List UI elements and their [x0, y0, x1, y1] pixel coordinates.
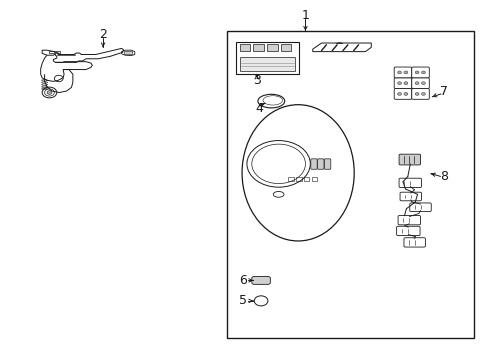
Circle shape — [414, 93, 418, 95]
Circle shape — [403, 82, 407, 85]
Circle shape — [397, 93, 401, 95]
Bar — [266, 44, 277, 51]
Text: 5: 5 — [239, 294, 246, 307]
Circle shape — [397, 71, 401, 74]
FancyBboxPatch shape — [317, 159, 324, 169]
Bar — [296, 177, 301, 181]
Text: 8: 8 — [440, 170, 447, 183]
Circle shape — [403, 93, 407, 95]
FancyBboxPatch shape — [393, 78, 411, 89]
FancyBboxPatch shape — [398, 178, 421, 188]
Text: 6: 6 — [239, 274, 246, 287]
Bar — [235, 42, 299, 74]
Text: 7: 7 — [440, 85, 447, 98]
Circle shape — [421, 71, 425, 74]
Bar — [280, 44, 291, 51]
Bar — [239, 44, 250, 51]
Text: 2: 2 — [99, 28, 107, 41]
FancyBboxPatch shape — [409, 203, 430, 212]
Circle shape — [421, 93, 425, 95]
FancyBboxPatch shape — [393, 89, 411, 99]
FancyBboxPatch shape — [396, 226, 419, 235]
FancyBboxPatch shape — [411, 67, 428, 78]
Text: 3: 3 — [252, 74, 260, 87]
FancyBboxPatch shape — [398, 154, 420, 165]
FancyBboxPatch shape — [411, 89, 428, 99]
Text: 4: 4 — [255, 103, 263, 116]
FancyBboxPatch shape — [324, 159, 330, 169]
Text: 1: 1 — [301, 9, 309, 22]
Circle shape — [397, 82, 401, 85]
FancyBboxPatch shape — [251, 276, 270, 284]
FancyBboxPatch shape — [397, 216, 420, 225]
Circle shape — [403, 71, 407, 74]
Bar — [239, 57, 295, 71]
Polygon shape — [335, 42, 342, 44]
FancyBboxPatch shape — [403, 238, 425, 247]
FancyBboxPatch shape — [393, 67, 411, 78]
Circle shape — [421, 82, 425, 85]
Circle shape — [47, 91, 52, 94]
Bar — [311, 177, 317, 181]
Bar — [304, 177, 309, 181]
Polygon shape — [312, 43, 370, 51]
FancyBboxPatch shape — [310, 159, 317, 169]
Bar — [253, 44, 264, 51]
FancyBboxPatch shape — [411, 78, 428, 89]
Bar — [288, 177, 293, 181]
Circle shape — [414, 82, 418, 85]
Bar — [55, 50, 60, 53]
FancyBboxPatch shape — [399, 192, 421, 201]
Bar — [227, 31, 473, 338]
Bar — [123, 51, 132, 54]
Bar — [49, 50, 54, 53]
Circle shape — [414, 71, 418, 74]
